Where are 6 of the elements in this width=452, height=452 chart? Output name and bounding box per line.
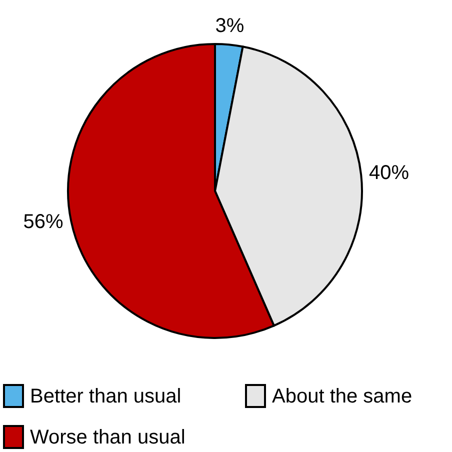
legend-label: Better than usual xyxy=(30,385,182,408)
data-label: 56% xyxy=(23,211,64,234)
legend-label: About the same xyxy=(272,385,412,408)
data-label: 3% xyxy=(215,14,244,37)
data-label: 40% xyxy=(369,162,410,184)
legend-label: Worse than usual xyxy=(30,426,186,448)
